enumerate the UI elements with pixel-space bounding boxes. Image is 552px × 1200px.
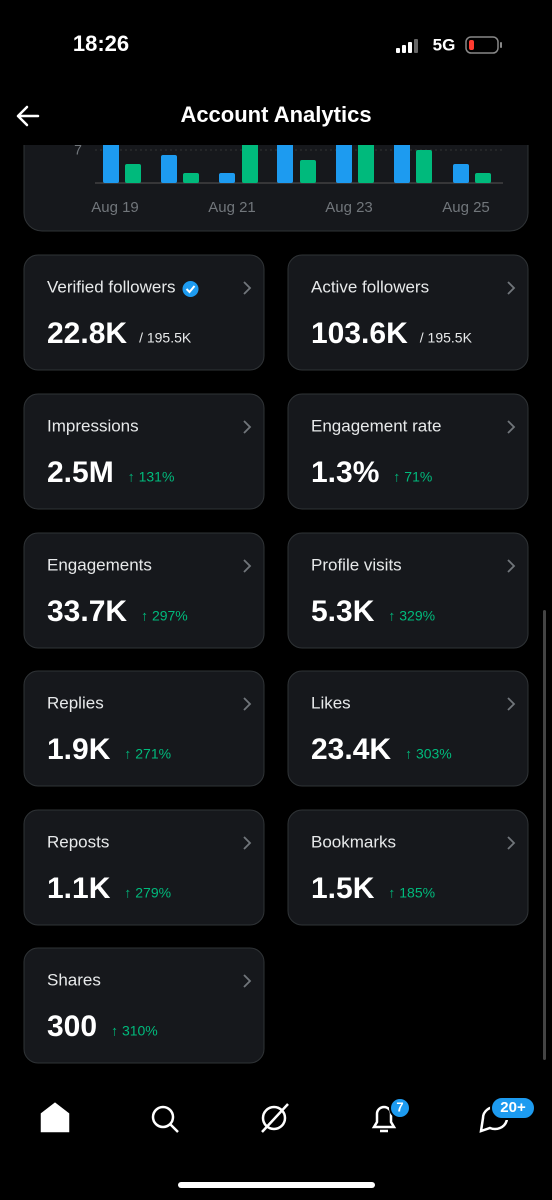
chevron bbox=[243, 836, 252, 850]
card-value: 1.3% bbox=[311, 456, 379, 489]
chart-x-label: Aug 21 bbox=[208, 199, 256, 216]
card-value: 5.3K bbox=[311, 595, 375, 628]
card-value: 23.4K bbox=[311, 733, 391, 766]
status-time: 18:26 bbox=[73, 31, 129, 56]
status-network: 5G bbox=[433, 35, 456, 54]
messages-badge-bg bbox=[490, 1096, 536, 1120]
chevron bbox=[243, 697, 252, 711]
card-change: ↑ 297% bbox=[141, 608, 188, 624]
metric-card[interactable] bbox=[287, 393, 529, 510]
card-change: ↑ 131% bbox=[128, 469, 175, 485]
card-change: ↑ 271% bbox=[124, 746, 171, 762]
messages-badge: 20+ bbox=[500, 1099, 526, 1116]
card-label: Verified followers bbox=[47, 277, 176, 296]
chart-y-label: 7 bbox=[74, 142, 82, 158]
metric-card[interactable] bbox=[287, 532, 529, 649]
card-detail: / 195.5K bbox=[420, 330, 473, 346]
card-value: 33.7K bbox=[47, 595, 127, 628]
card-change: ↑ 185% bbox=[388, 885, 435, 901]
chevron bbox=[243, 420, 252, 434]
nav-search[interactable] bbox=[151, 1105, 179, 1133]
chart-x-label: Aug 23 bbox=[325, 199, 373, 216]
chevron bbox=[243, 974, 252, 988]
card-label: Active followers bbox=[311, 277, 429, 296]
chevron bbox=[243, 281, 252, 295]
metric-card[interactable] bbox=[23, 809, 265, 926]
metric-card[interactable] bbox=[23, 393, 265, 510]
home-indicator bbox=[178, 1182, 375, 1188]
nav-grok[interactable] bbox=[261, 1103, 289, 1133]
back-button[interactable] bbox=[16, 105, 40, 127]
metric-card[interactable] bbox=[287, 670, 529, 787]
card-label: Impressions bbox=[47, 416, 139, 435]
metric-card[interactable] bbox=[287, 254, 529, 371]
card-label: Shares bbox=[47, 970, 101, 989]
card-label: Profile visits bbox=[311, 555, 402, 574]
chevron bbox=[507, 281, 516, 295]
chart-bars bbox=[103, 145, 491, 183]
card-detail: / 195.5K bbox=[139, 330, 192, 346]
card-label: Engagement rate bbox=[311, 416, 441, 435]
card-value: 300 bbox=[47, 1010, 97, 1043]
scrollbar bbox=[543, 610, 546, 1060]
bottom-nav bbox=[40, 1102, 509, 1133]
chart-x-label: Aug 25 bbox=[442, 199, 490, 216]
nav-home[interactable] bbox=[40, 1102, 70, 1133]
card-label: Replies bbox=[47, 693, 104, 712]
chevron bbox=[507, 697, 516, 711]
verified-check bbox=[185, 285, 196, 294]
chart-x-label: Aug 19 bbox=[91, 199, 139, 216]
metric-card[interactable] bbox=[23, 670, 265, 787]
chevron bbox=[243, 559, 252, 573]
metric-card[interactable] bbox=[23, 532, 265, 649]
card-change: ↑ 279% bbox=[124, 885, 171, 901]
card-change: ↑ 303% bbox=[405, 746, 452, 762]
chevron bbox=[507, 420, 516, 434]
card-value: 1.9K bbox=[47, 733, 111, 766]
metric-card[interactable] bbox=[23, 947, 265, 1064]
battery-icon bbox=[465, 36, 502, 54]
card-value: 2.5M bbox=[47, 456, 114, 489]
card-label: Bookmarks bbox=[311, 832, 396, 851]
card-change: ↑ 310% bbox=[111, 1023, 158, 1039]
card-value: 1.1K bbox=[47, 872, 111, 905]
chevron bbox=[507, 836, 516, 850]
card-change: ↑ 329% bbox=[388, 608, 435, 624]
page-title: Account Analytics bbox=[180, 102, 371, 127]
card-label: Engagements bbox=[47, 555, 152, 574]
chevron bbox=[507, 559, 516, 573]
card-change: ↑ 71% bbox=[393, 469, 432, 485]
card-label: Reposts bbox=[47, 832, 109, 851]
card-value: 1.5K bbox=[311, 872, 375, 905]
metric-card[interactable] bbox=[287, 809, 529, 926]
card-label: Likes bbox=[311, 693, 351, 712]
verified-badge bbox=[182, 281, 199, 297]
card-value: 22.8K bbox=[47, 317, 127, 350]
chart-card: 7 bbox=[23, 142, 529, 232]
notifications-badge-bg bbox=[389, 1097, 411, 1119]
card-value: 103.6K bbox=[311, 317, 408, 350]
metric-card[interactable] bbox=[23, 254, 265, 371]
notifications-badge: 7 bbox=[396, 1099, 403, 1114]
signal-icon bbox=[396, 39, 418, 53]
nav-notifications[interactable] bbox=[371, 1105, 397, 1133]
